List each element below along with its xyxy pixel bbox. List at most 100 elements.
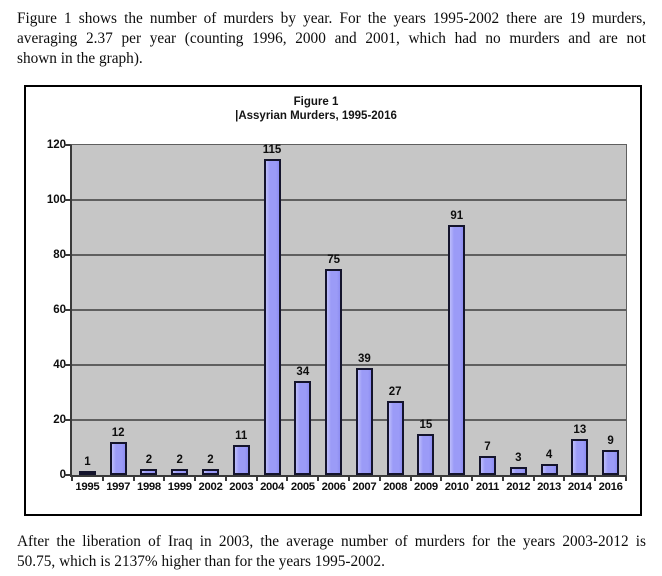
chart-title-line1: Figure 1 xyxy=(293,96,339,108)
paragraph-line: After the liberation of Iraq in 2003, th… xyxy=(17,533,646,550)
bar xyxy=(417,434,434,475)
x-tick-mark xyxy=(533,477,535,481)
y-tick-label: 120 xyxy=(46,139,66,151)
x-tick-label: 2012 xyxy=(506,481,531,493)
x-tick-label: 2010 xyxy=(444,481,469,493)
x-tick-label: 1995 xyxy=(75,481,100,493)
x-tick-label: 2002 xyxy=(198,481,223,493)
y-tick-mark xyxy=(64,474,70,476)
bar-value-label: 2 xyxy=(145,454,153,466)
bar-value-label: 2 xyxy=(207,454,214,466)
conclusion-paragraph: After the liberation of Iraq in 2003, th… xyxy=(17,532,646,572)
x-tick-mark xyxy=(286,477,288,481)
chart-title: Figure 1 |Assyrian Murders, 1995-2016 xyxy=(26,95,606,123)
x-tick-label: 2013 xyxy=(537,481,562,493)
bar-value-label: 1 xyxy=(84,456,91,468)
bar-value-label: 4 xyxy=(545,449,553,461)
bar xyxy=(602,450,619,475)
paragraph-line: Figure 1 shows the number of murders by … xyxy=(17,10,646,27)
bar xyxy=(171,469,188,475)
bar-value-label: 7 xyxy=(484,441,491,453)
bar-value-label: 3 xyxy=(515,452,522,464)
x-tick-label: 2016 xyxy=(598,481,623,493)
x-tick-mark xyxy=(440,477,442,481)
y-tick-mark xyxy=(64,199,70,201)
gridline xyxy=(72,254,626,256)
gridline xyxy=(72,309,626,311)
y-tick-label: 100 xyxy=(46,194,66,206)
plot-area: 1 12 2 2 2 11 115 34 75 39 27 15 91 7 3 4 13 9 xyxy=(70,144,627,477)
bar xyxy=(264,159,281,475)
x-tick-mark xyxy=(317,477,319,481)
bar-value-label: 115 xyxy=(262,144,282,156)
x-tick-label: 2004 xyxy=(260,481,285,493)
y-tick-label: 20 xyxy=(53,414,66,426)
text-cursor-artifact: | xyxy=(235,110,239,122)
bar xyxy=(356,368,373,475)
x-tick-mark xyxy=(594,477,596,481)
bar-value-label: 75 xyxy=(327,254,340,266)
x-tick-mark xyxy=(502,477,504,481)
y-tick-label: 60 xyxy=(53,304,66,316)
paragraph-line: shown in the graph). xyxy=(17,50,143,67)
x-tick-label: 1997 xyxy=(106,481,131,493)
x-tick-mark xyxy=(256,477,258,481)
y-tick-mark xyxy=(64,309,70,311)
x-tick-mark xyxy=(133,477,135,481)
bar xyxy=(387,401,404,475)
x-tick-mark xyxy=(625,477,627,481)
chart-subtitle-text: Assyrian Murders, 1995-2016 xyxy=(238,110,397,122)
x-tick-mark xyxy=(194,477,196,481)
y-tick-mark xyxy=(64,419,70,421)
bar-value-label: 15 xyxy=(419,419,433,431)
bar xyxy=(541,464,558,475)
x-tick-label: 2005 xyxy=(290,481,315,493)
x-tick-mark xyxy=(102,477,104,481)
bar-value-label: 39 xyxy=(357,353,371,365)
x-tick-label: 2007 xyxy=(352,481,377,493)
bar-value-label: 91 xyxy=(450,210,464,222)
x-tick-label: 2006 xyxy=(321,481,346,493)
bar-value-label: 12 xyxy=(111,427,125,439)
y-tick-label: 80 xyxy=(53,249,66,261)
x-tick-mark xyxy=(71,477,73,481)
gridline xyxy=(72,199,626,201)
bar-value-label: 11 xyxy=(235,430,248,442)
x-tick-label: 2008 xyxy=(383,481,408,493)
bar xyxy=(202,469,219,475)
bar-value-label: 9 xyxy=(607,435,614,447)
x-tick-label: 1999 xyxy=(167,481,192,493)
x-tick-mark xyxy=(471,477,473,481)
bar-value-label: 13 xyxy=(573,424,587,436)
x-tick-mark xyxy=(225,477,227,481)
bar xyxy=(479,456,496,475)
x-tick-label: 1998 xyxy=(136,481,161,493)
x-tick-label: 2011 xyxy=(475,481,500,493)
bar xyxy=(140,469,157,475)
x-tick-mark xyxy=(563,477,565,481)
gridline xyxy=(72,364,626,366)
bar xyxy=(79,471,96,475)
gridline xyxy=(72,419,626,421)
bar xyxy=(110,442,127,475)
x-tick-label: 2014 xyxy=(567,481,592,493)
bar xyxy=(571,439,588,475)
x-tick-mark xyxy=(379,477,381,481)
intro-paragraph: Figure 1 shows the number of murders by … xyxy=(17,9,646,69)
bar xyxy=(233,445,250,475)
x-tick-mark xyxy=(410,477,412,481)
chart-title-line2: |Assyrian Murders, 1995-2016 xyxy=(26,109,606,123)
bar-value-label: 27 xyxy=(388,386,402,398)
y-tick-mark xyxy=(64,144,70,146)
y-tick-label: 40 xyxy=(53,359,66,371)
paragraph-line: 50.75, which is 2137% higher than for th… xyxy=(17,553,385,570)
paragraph-line: averaging 2.37 per year (counting 1996, … xyxy=(17,30,646,47)
bar xyxy=(448,225,465,475)
bar xyxy=(294,381,311,475)
bar xyxy=(325,269,342,475)
y-tick-mark xyxy=(64,254,70,256)
y-tick-mark xyxy=(64,364,70,366)
bar xyxy=(510,467,527,475)
